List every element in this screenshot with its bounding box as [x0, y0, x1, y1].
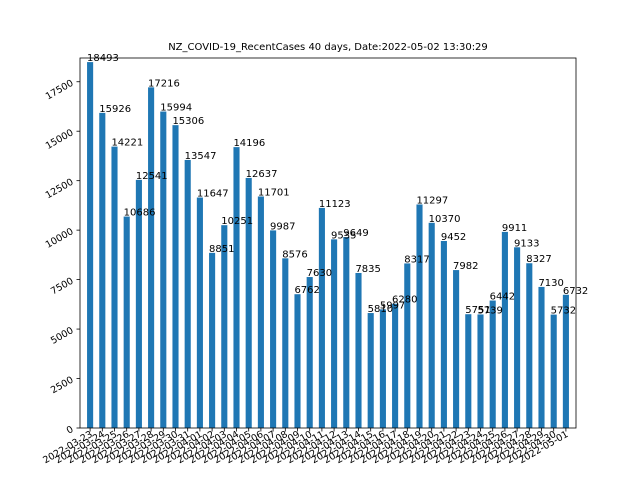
data-label-2022-03-27: 12541	[136, 171, 168, 182]
data-label-2022-04-06: 11701	[258, 187, 290, 198]
y-tick-label: 5000	[49, 325, 75, 347]
bar-2022-04-14	[355, 272, 362, 428]
data-label-2022-04-17: 6280	[392, 295, 417, 306]
chart-title: NZ_COVID-19_RecentCases 40 days, Date:20…	[168, 42, 488, 53]
data-label-2022-04-28: 8327	[526, 254, 551, 265]
bar-2022-04-25	[489, 300, 496, 428]
data-label-2022-05-01: 6732	[563, 286, 588, 297]
bar-2022-05-01	[562, 294, 569, 428]
data-label-2022-04-03: 10251	[221, 216, 253, 227]
data-label-2022-04-08: 8576	[282, 249, 307, 260]
bar-2022-04-19	[416, 204, 423, 428]
data-label-2022-04-05: 12637	[246, 169, 278, 180]
data-label-2022-04-11: 11123	[319, 199, 351, 210]
data-label-2022-04-20: 10370	[429, 214, 461, 225]
bar-2022-04-15	[367, 313, 374, 428]
bar-2022-04-22	[453, 270, 460, 428]
bar-2022-03-23	[87, 62, 94, 428]
bar-2022-04-28	[526, 263, 533, 428]
bars-layer	[87, 62, 569, 429]
data-label-2022-03-31: 13547	[185, 151, 217, 162]
data-label-2022-03-25: 14221	[111, 138, 143, 149]
data-label-2022-04-21: 9452	[441, 232, 466, 243]
data-label-2022-04-02: 8851	[209, 244, 234, 255]
bar-2022-04-12	[331, 239, 338, 428]
bar-2022-04-04	[233, 147, 240, 428]
data-label-2022-04-25: 6442	[490, 292, 515, 303]
data-label-2022-04-07: 9987	[270, 221, 295, 232]
bar-2022-04-02	[209, 252, 216, 428]
bar-2022-04-26	[501, 231, 508, 428]
bar-2022-03-25	[111, 146, 118, 428]
bar-2022-04-03	[221, 225, 228, 428]
bar-2022-03-27	[135, 179, 142, 428]
bar-2022-04-20	[428, 222, 435, 428]
bar-2022-04-05	[245, 177, 252, 428]
bar-2022-04-23	[465, 314, 472, 428]
bar-2022-04-11	[318, 207, 325, 428]
data-label-2022-04-19: 11297	[416, 195, 448, 206]
data-label-2022-04-30: 5732	[551, 306, 576, 317]
bar-2022-03-30	[172, 125, 179, 429]
data-label-2022-03-29: 15994	[160, 103, 192, 114]
bar-2022-04-07	[270, 230, 277, 428]
y-tick-label: 0	[65, 424, 76, 437]
bar-2022-04-24	[477, 314, 484, 428]
y-axis: 0 2500 5000 7500 10000 12500 15000 17500	[44, 78, 80, 437]
bar-2022-03-29	[160, 111, 167, 428]
data-label-2022-04-10: 7630	[307, 268, 332, 279]
data-label-2022-03-24: 15926	[99, 104, 131, 115]
bar-2022-04-01	[196, 197, 203, 428]
bar-2022-04-09	[294, 294, 301, 428]
data-label-2022-04-13: 9649	[343, 228, 368, 239]
bar-2022-03-26	[123, 216, 130, 428]
bar-2022-03-31	[184, 159, 191, 428]
data-label-2022-04-24: 5739	[477, 305, 502, 316]
bar-2022-04-30	[550, 314, 557, 428]
x-axis: 2022-03-232022-03-242022-03-252022-03-26…	[41, 428, 570, 466]
bar-2022-04-10	[306, 277, 313, 428]
data-label-2022-04-23: 5751	[465, 305, 490, 316]
bar-2022-04-13	[343, 237, 350, 428]
bar-2022-04-27	[514, 247, 521, 428]
y-tick-label: 10000	[44, 226, 76, 251]
plot-frame	[79, 57, 577, 429]
bar-2022-03-28	[148, 87, 155, 429]
bar-2022-04-17	[392, 303, 399, 428]
data-label-2022-04-22: 7982	[453, 261, 478, 272]
bar-2022-04-29	[538, 286, 545, 428]
data-label-2022-04-01: 11647	[197, 189, 229, 200]
y-tick-label: 7500	[49, 276, 75, 298]
data-labels-layer: 18493 15926 14221 10686 12541 17216 15994 15306…	[87, 53, 588, 316]
bar-2022-04-08	[282, 258, 289, 428]
y-tick-label: 2500	[49, 375, 75, 397]
bar-2022-04-18	[404, 263, 411, 428]
data-label-2022-03-26: 10686	[124, 208, 156, 219]
data-label-2022-04-04: 14196	[233, 138, 265, 149]
data-label-2022-04-12: 9535	[331, 230, 356, 241]
data-label-2022-04-18: 8317	[404, 254, 429, 265]
y-tick-label: 17500	[44, 78, 76, 103]
data-label-2022-04-09: 6762	[294, 285, 319, 296]
data-label-2022-04-14: 7835	[355, 264, 380, 275]
data-label-2022-03-28: 17216	[148, 78, 180, 89]
data-label-2022-03-30: 15306	[172, 116, 204, 127]
data-label-2022-04-29: 7130	[538, 278, 563, 289]
bar-2022-03-24	[99, 112, 106, 428]
bar-2022-04-21	[440, 240, 447, 428]
bar-2022-04-16	[379, 309, 386, 428]
data-label-2022-04-16: 5997	[380, 300, 405, 311]
bar-2022-04-06	[257, 196, 264, 428]
data-label-2022-04-26: 9911	[502, 223, 527, 234]
y-tick-label: 12500	[44, 177, 76, 202]
y-tick-label: 15000	[44, 127, 76, 152]
data-label-2022-03-23: 18493	[87, 53, 119, 64]
data-label-2022-04-15: 5810	[368, 304, 393, 315]
data-label-2022-04-27: 9133	[514, 238, 539, 249]
